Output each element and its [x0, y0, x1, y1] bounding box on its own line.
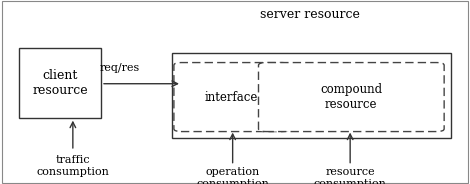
FancyBboxPatch shape [19, 48, 101, 118]
FancyBboxPatch shape [258, 63, 444, 132]
FancyBboxPatch shape [172, 53, 451, 138]
Text: resource
consumption: resource consumption [313, 167, 387, 184]
Text: client
resource: client resource [32, 69, 88, 97]
Text: operation
consumption: operation consumption [196, 167, 269, 184]
Text: traffic
consumption: traffic consumption [36, 155, 110, 177]
Text: compound
resource: compound resource [320, 83, 383, 111]
Text: server resource: server resource [260, 8, 360, 21]
FancyBboxPatch shape [174, 63, 289, 132]
Text: interface: interface [205, 91, 258, 104]
Text: req/res: req/res [100, 63, 140, 73]
